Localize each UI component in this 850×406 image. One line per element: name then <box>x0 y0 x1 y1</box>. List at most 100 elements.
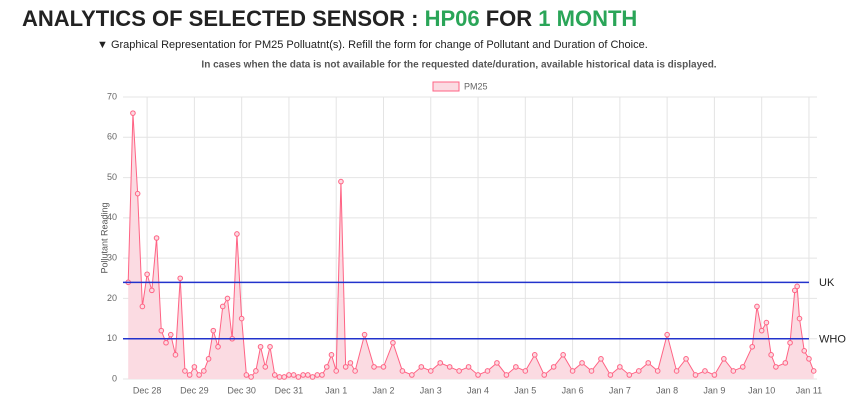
point <box>607 372 614 378</box>
point <box>645 360 652 366</box>
x-tick-label: Jan 9 <box>703 385 725 395</box>
point <box>418 364 425 370</box>
point <box>352 368 358 374</box>
point <box>371 364 377 370</box>
point <box>248 374 254 380</box>
point <box>522 368 529 374</box>
point <box>588 368 595 374</box>
point <box>186 372 193 378</box>
point <box>801 348 808 354</box>
point <box>598 356 604 362</box>
x-tick-label: Jan 8 <box>656 385 678 395</box>
point <box>333 368 340 374</box>
y-tick-label: 0 <box>112 373 117 383</box>
point <box>531 352 538 358</box>
point <box>787 339 793 346</box>
point <box>167 331 174 338</box>
point <box>314 372 321 378</box>
point <box>144 271 150 278</box>
x-tick-label: Jan 6 <box>562 385 584 395</box>
point <box>465 364 472 370</box>
point <box>721 356 727 362</box>
point <box>305 372 311 378</box>
point <box>215 343 221 350</box>
x-tick-label: Jan 7 <box>609 385 631 395</box>
x-tick-label: Dec 28 <box>133 385 162 395</box>
x-tick-label: Jan 11 <box>796 385 822 395</box>
point <box>513 364 519 370</box>
y-tick-label: 30 <box>107 253 117 263</box>
point <box>456 368 462 374</box>
point <box>773 364 779 370</box>
point <box>739 364 746 370</box>
point <box>196 372 202 378</box>
point <box>177 275 184 282</box>
point <box>276 374 283 380</box>
point <box>338 178 344 185</box>
reference-label: WHO <box>819 334 846 346</box>
point <box>791 287 798 294</box>
legend-label: PM25 <box>464 81 488 91</box>
x-tick-label: Dec 30 <box>227 385 256 395</box>
point <box>347 360 354 366</box>
point <box>201 368 207 374</box>
title-duration: 1 MONTH <box>538 6 637 31</box>
point <box>380 364 387 370</box>
point <box>654 368 661 374</box>
point <box>172 352 179 358</box>
point <box>702 368 708 374</box>
x-tick-label: Jan 10 <box>748 385 775 395</box>
point <box>427 368 434 374</box>
point <box>569 368 576 374</box>
point <box>257 343 264 350</box>
point <box>810 368 817 374</box>
point <box>758 327 765 334</box>
point <box>626 372 633 378</box>
x-tick-label: Dec 29 <box>180 385 209 395</box>
page-title: ANALYTICS OF SELECTED SENSOR : HP06 FOR … <box>22 6 637 31</box>
y-tick-label: 40 <box>107 212 117 222</box>
y-tick-label: 60 <box>107 132 117 142</box>
point <box>182 368 188 374</box>
point <box>617 364 623 370</box>
point <box>806 356 812 362</box>
point <box>754 303 760 310</box>
x-tick-label: Dec 31 <box>275 385 304 395</box>
point <box>692 372 699 378</box>
point <box>262 364 269 370</box>
point <box>191 364 198 370</box>
title-text: ANALYTICS OF SELECTED SENSOR : <box>22 6 425 31</box>
point <box>446 364 453 370</box>
point <box>290 372 297 378</box>
point <box>794 283 800 290</box>
description: ▼ Graphical Representation for PM25 Poll… <box>97 39 648 51</box>
x-tick-label: Jan 5 <box>514 385 536 395</box>
point <box>328 352 335 358</box>
x-tick-label: Jan 1 <box>325 385 347 395</box>
reference-label: UK <box>819 277 835 289</box>
point <box>342 364 349 370</box>
point <box>219 303 226 310</box>
point <box>475 372 481 378</box>
y-tick-label: 70 <box>107 91 117 101</box>
point <box>234 231 240 237</box>
point <box>158 327 165 334</box>
legend-swatch <box>432 81 460 92</box>
point <box>579 360 585 366</box>
point <box>749 343 756 350</box>
point <box>484 368 491 374</box>
y-axis-label: Pollutant Reading <box>99 202 109 273</box>
point <box>319 372 325 378</box>
point <box>149 287 155 294</box>
point <box>390 339 396 346</box>
point <box>683 356 689 362</box>
point <box>711 372 718 378</box>
point <box>271 372 278 378</box>
point <box>782 360 789 366</box>
point <box>730 368 737 374</box>
point <box>768 352 774 358</box>
title-sensor: HP06 <box>425 6 480 31</box>
y-tick-label: 50 <box>107 172 117 182</box>
point <box>437 360 444 366</box>
